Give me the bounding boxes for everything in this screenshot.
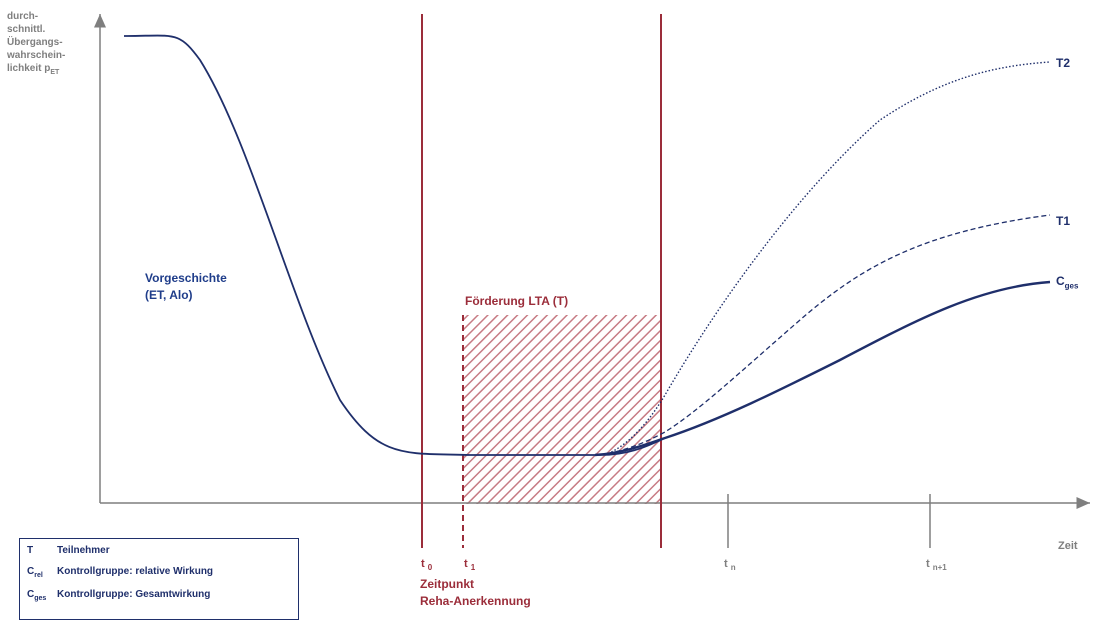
tn1-text: t xyxy=(926,558,930,570)
y-axis-title-line: lichkeit pET xyxy=(7,62,65,79)
recognition-line: Reha-Anerkennung xyxy=(420,594,531,608)
legend-symbol-base: T xyxy=(27,545,34,556)
t2-curve xyxy=(604,61,1051,456)
x-axis-label: Zeit xyxy=(1058,540,1078,552)
t1-text: t xyxy=(464,558,468,570)
legend-text: Kontrollgruppe: relative Wirkung xyxy=(57,566,214,577)
tick-label-t1: t 1 xyxy=(464,558,475,572)
legend-symbol-sub: ges xyxy=(34,595,47,602)
tick-label-tn: t n xyxy=(724,558,736,572)
legend-row: Crel Kontrollgruppe: relative Wirkung xyxy=(27,566,213,579)
history-line: (ET, Alo) xyxy=(145,288,193,302)
legend-box: T Teilnehmer Crel Kontrollgruppe: relative… xyxy=(19,538,299,620)
legend-text: Kontrollgruppe: Gesamtwirkung xyxy=(57,589,211,600)
legend-row: T Teilnehmer xyxy=(27,545,110,556)
y-axis-title-sub: ET xyxy=(50,69,60,76)
cges-label-base: C xyxy=(1056,274,1065,288)
cges-curve xyxy=(594,280,1051,457)
y-axis-title-line: wahrschein- xyxy=(7,50,66,61)
t0-text: t xyxy=(421,558,425,570)
legend-symbol-base: C xyxy=(27,566,35,577)
legend-text: Teilnehmer xyxy=(57,545,110,556)
tn-sub: n xyxy=(730,563,736,573)
tick-label-t0: t 0 xyxy=(421,558,432,572)
t1-label: T1 xyxy=(1056,214,1071,228)
legend-symbol: T xyxy=(27,545,57,556)
recognition-annotation: Zeitpunkt Reha-Anerkennung xyxy=(420,576,531,610)
y-axis-title-text: lichkeit p xyxy=(7,63,51,74)
recognition-line: Zeitpunkt xyxy=(420,577,474,591)
tn1-sub: n+1 xyxy=(932,563,947,573)
legend-symbol: Cges xyxy=(27,589,57,602)
legend-row: Cges Kontrollgruppe: Gesamtwirkung xyxy=(27,589,210,602)
t2-label: T2 xyxy=(1056,56,1071,70)
y-axis-title-line: schnittl. xyxy=(7,24,46,35)
cges-label: Cges xyxy=(1056,274,1078,290)
funding-annotation: Förderung LTA (T) xyxy=(465,294,569,308)
legend-symbol: Crel xyxy=(27,566,57,579)
history-line: Vorgeschichte xyxy=(145,271,227,285)
cges-label-sub: ges xyxy=(1064,281,1079,291)
legend-symbol-sub: rel xyxy=(34,572,43,579)
legend-symbol-base: C xyxy=(27,589,35,600)
y-axis-title-line: Übergangs- xyxy=(7,37,63,48)
tn-text: t xyxy=(724,558,728,570)
t0-sub: 0 xyxy=(427,563,433,573)
t1-sub: 1 xyxy=(470,563,476,573)
tick-label-tn1: t n+1 xyxy=(926,558,947,572)
y-axis-title-line: durch- xyxy=(7,11,39,22)
history-annotation: Vorgeschichte (ET, Alo) xyxy=(145,270,227,304)
funding-area xyxy=(463,315,661,504)
y-axis-title: durch- schnittl. Übergangs- wahrschein- … xyxy=(7,10,65,79)
t1-curve xyxy=(599,214,1051,456)
